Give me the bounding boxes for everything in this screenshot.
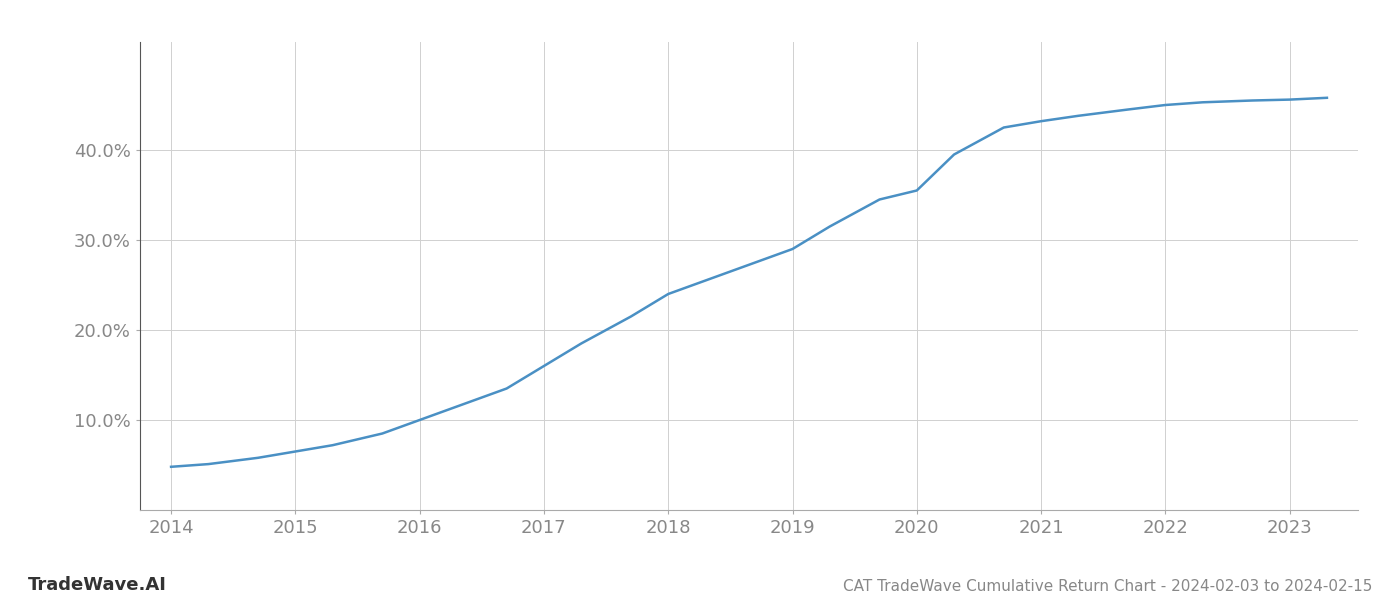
Text: CAT TradeWave Cumulative Return Chart - 2024-02-03 to 2024-02-15: CAT TradeWave Cumulative Return Chart - … <box>843 579 1372 594</box>
Text: TradeWave.AI: TradeWave.AI <box>28 576 167 594</box>
